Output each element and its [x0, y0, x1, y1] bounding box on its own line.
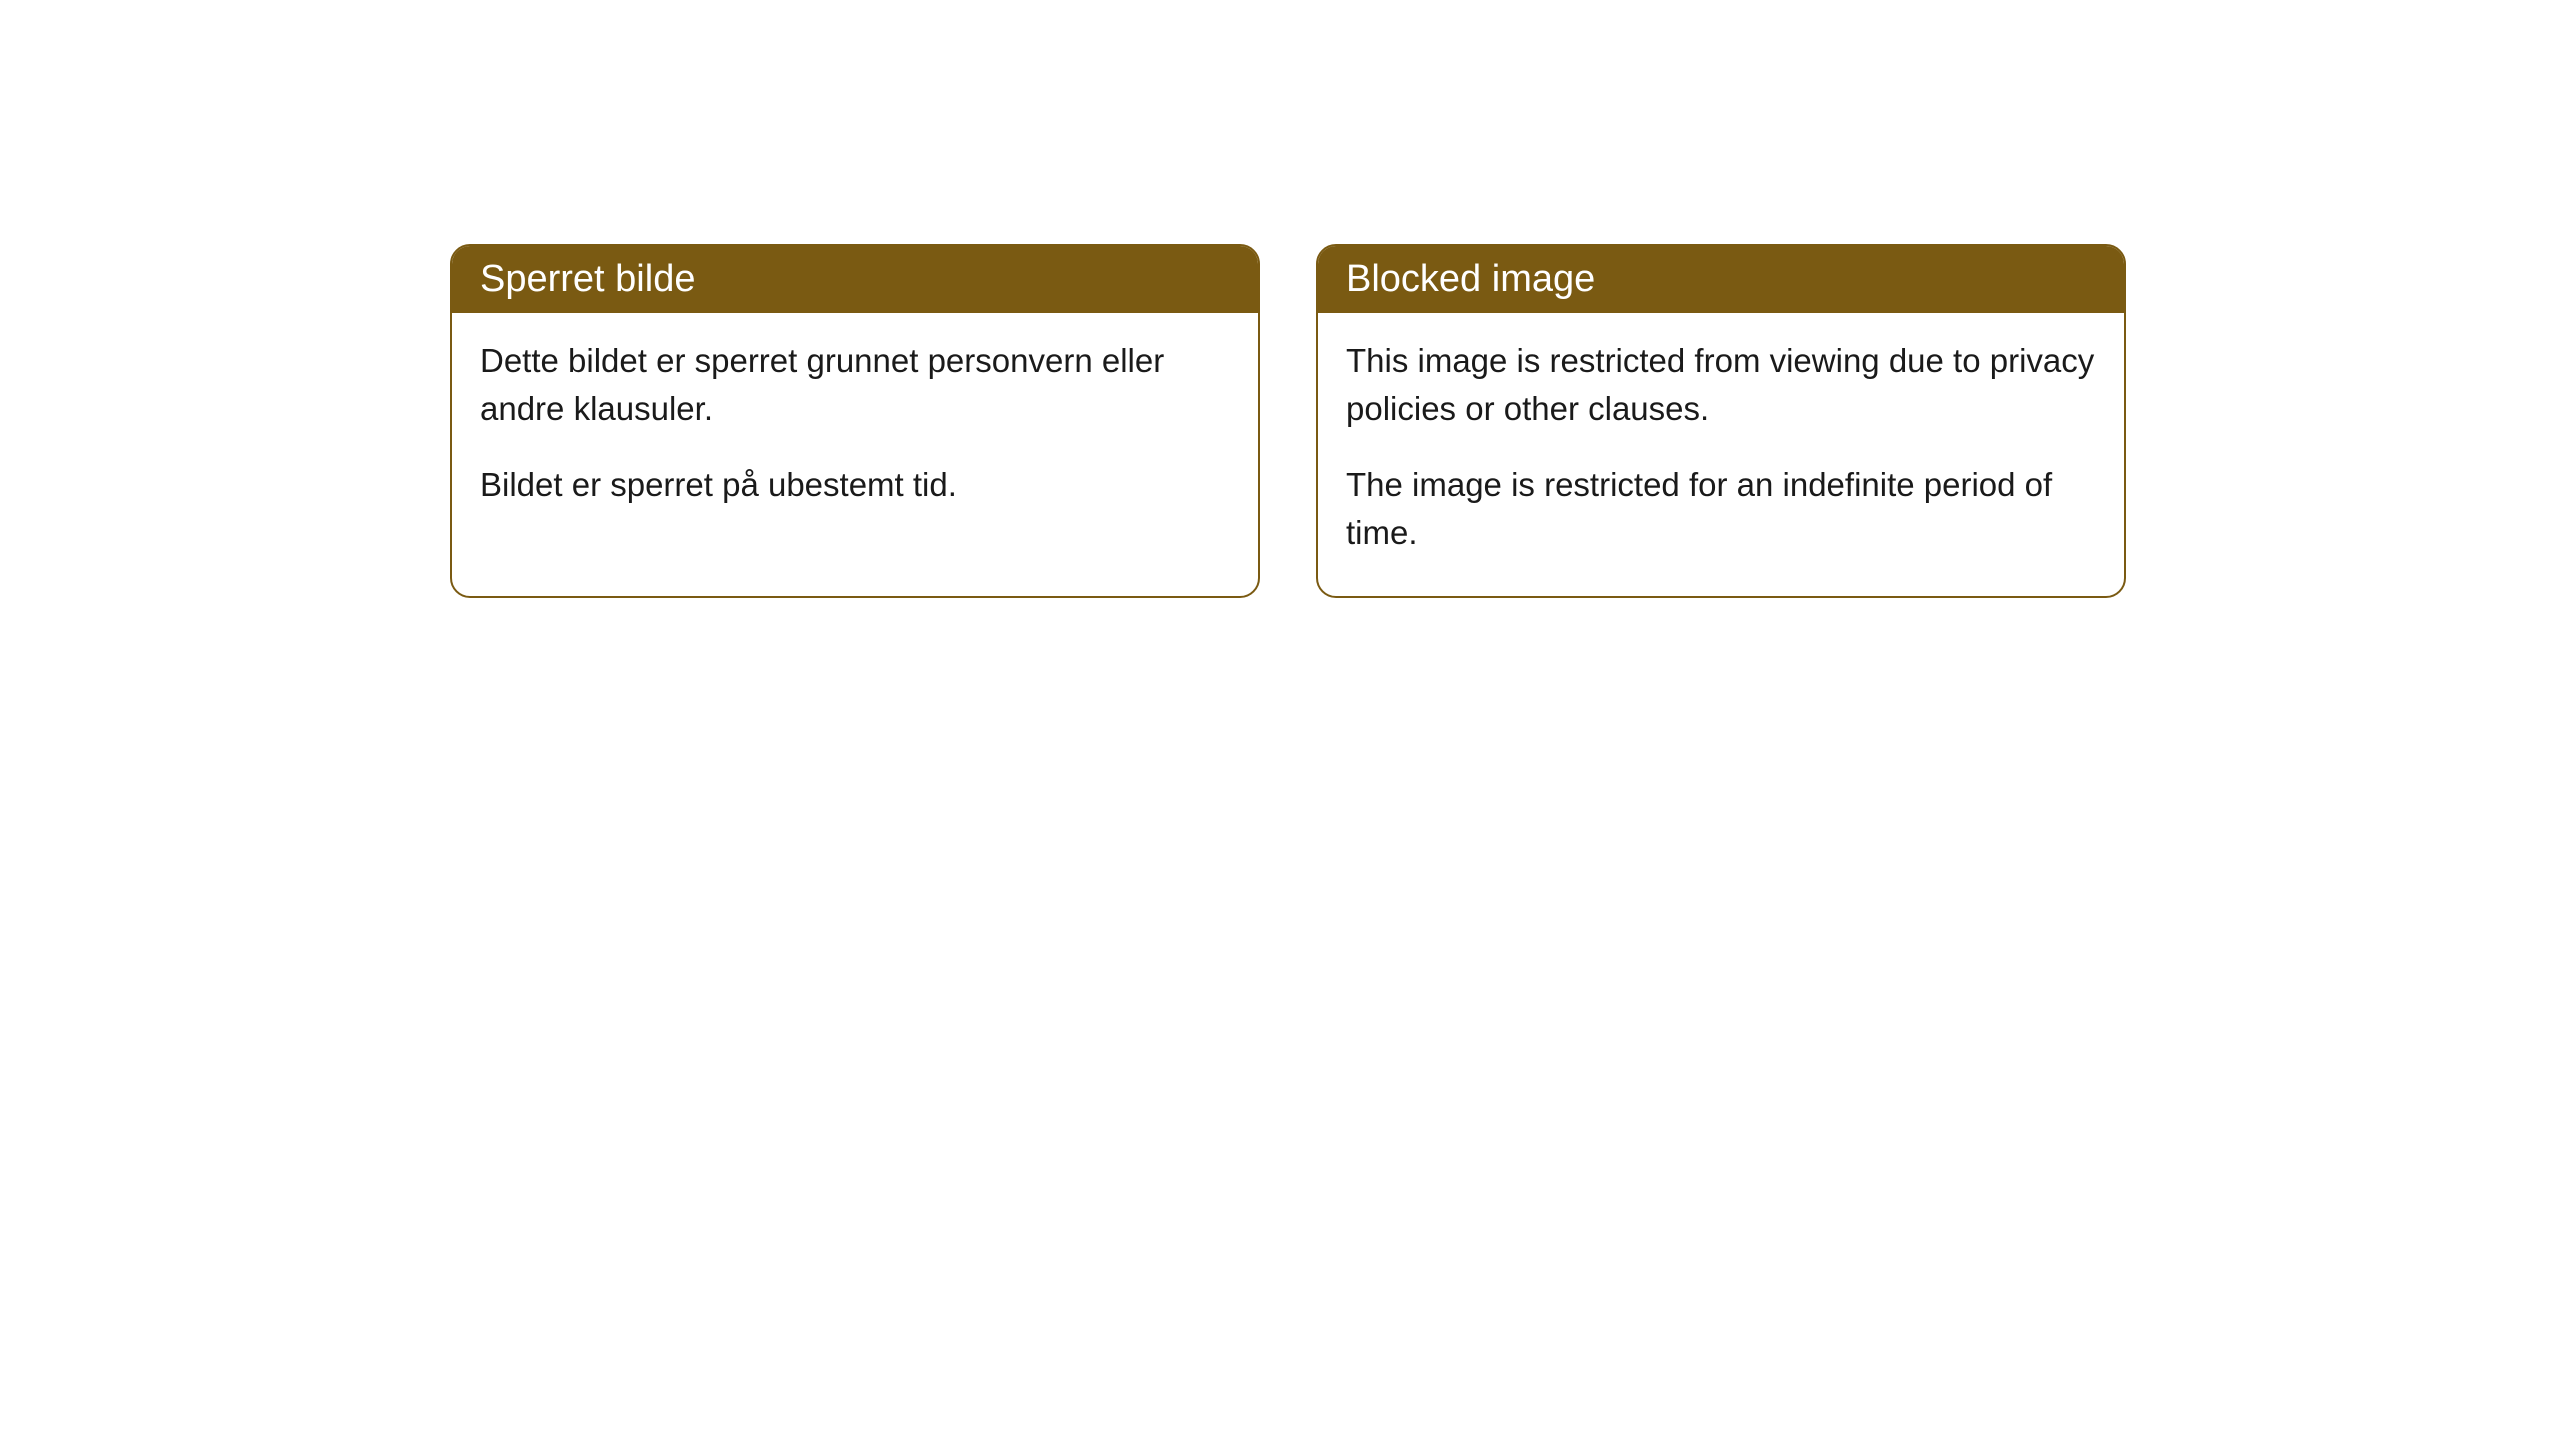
card-paragraph: Bildet er sperret på ubestemt tid. [480, 461, 1230, 509]
blocked-image-card-norwegian: Sperret bilde Dette bildet er sperret gr… [450, 244, 1260, 598]
notice-cards-container: Sperret bilde Dette bildet er sperret gr… [450, 244, 2126, 598]
card-header-norwegian: Sperret bilde [452, 246, 1258, 313]
card-body-norwegian: Dette bildet er sperret grunnet personve… [452, 313, 1258, 549]
card-paragraph: The image is restricted for an indefinit… [1346, 461, 2096, 557]
card-title: Blocked image [1346, 258, 1595, 300]
blocked-image-card-english: Blocked image This image is restricted f… [1316, 244, 2126, 598]
card-header-english: Blocked image [1318, 246, 2124, 313]
card-paragraph: Dette bildet er sperret grunnet personve… [480, 337, 1230, 433]
card-paragraph: This image is restricted from viewing du… [1346, 337, 2096, 433]
card-title: Sperret bilde [480, 258, 695, 300]
card-body-english: This image is restricted from viewing du… [1318, 313, 2124, 596]
